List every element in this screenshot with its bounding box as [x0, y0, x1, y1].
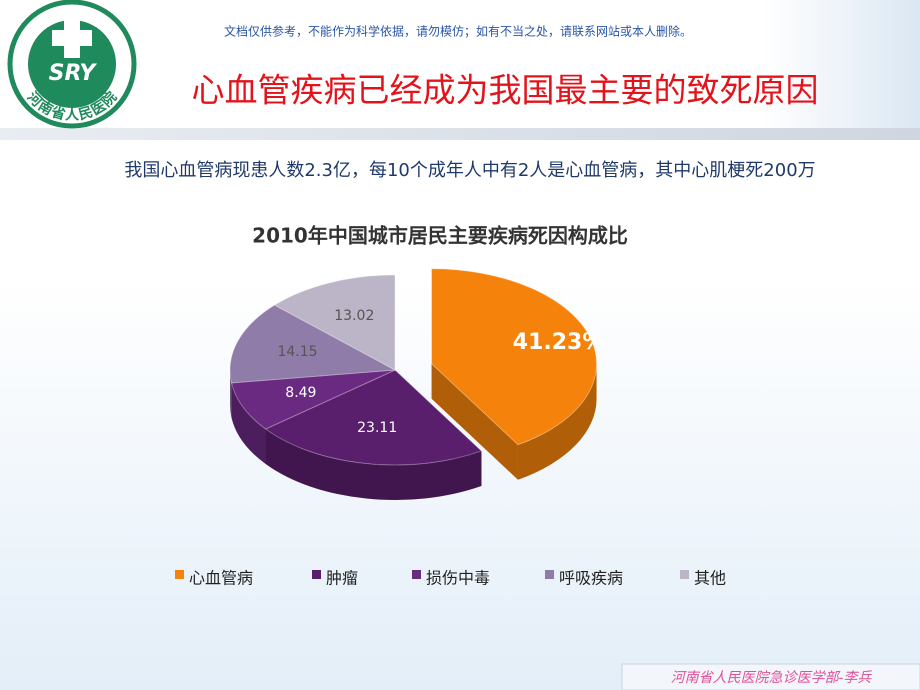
header-bg: [140, 0, 920, 128]
slice: [273, 274, 396, 371]
slice-side: [230, 370, 232, 418]
slice-side: [231, 382, 266, 464]
slice: [230, 369, 396, 430]
footer: 河南省人民医院急诊医学部-李兵: [671, 670, 873, 686]
legend-swatch: [680, 570, 689, 579]
slice-side: [265, 428, 482, 501]
legend-swatch: [312, 570, 321, 579]
legend-swatch: [545, 570, 554, 579]
value-label: 14.15: [277, 344, 317, 360]
slice: [431, 268, 598, 446]
logo-mark: SRY: [49, 61, 98, 86]
logo-disc: [28, 20, 116, 108]
legend-swatch: [175, 570, 184, 579]
legend-label: 其他: [694, 569, 726, 588]
legend-label: 呼吸疾病: [559, 569, 623, 588]
slice-face: [431, 363, 518, 480]
value-label: 8.49: [285, 385, 316, 401]
value-label: 23.11: [357, 420, 397, 436]
subtitle: 我国心血管病现患人数2.3亿，每10个成年人中有2人是心血管病，其中心肌梗死20…: [124, 160, 815, 181]
slice: [264, 369, 483, 466]
legend-swatch: [412, 570, 421, 579]
slice: [229, 304, 397, 384]
legend-label: 心血管病: [189, 569, 253, 588]
legend-label: 肿瘤: [326, 569, 358, 588]
footer-box: [621, 663, 920, 690]
header-band: [0, 128, 920, 140]
legend-label: 损伤中毒: [426, 569, 490, 588]
value-label: 41.23%: [513, 330, 605, 355]
slice-side: [517, 363, 597, 480]
logo: SRY 河南省人民医院: [0, 0, 140, 129]
chart-title: 2010年中国城市居民主要疾病死因构成比: [252, 224, 628, 248]
title: 心血管疾病已经成为我国最主要的致死原因: [192, 71, 819, 110]
logo-cross: [52, 30, 92, 46]
value-label: 13.02: [334, 308, 374, 324]
notice: 文档仅供参考，不能作为科学依据，请勿模仿；如有不当之处，请联系网站或本人删除。: [224, 24, 692, 39]
